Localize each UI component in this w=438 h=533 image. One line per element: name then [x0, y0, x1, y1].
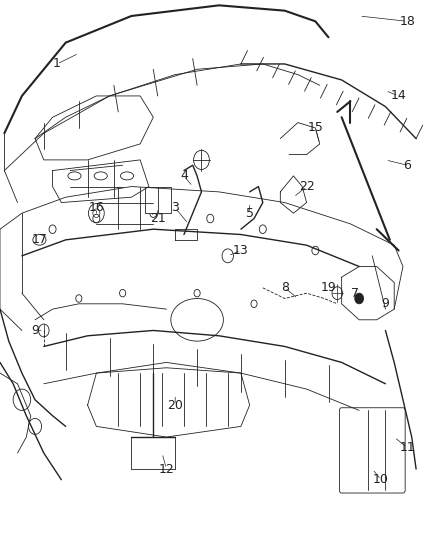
Text: 13: 13 — [233, 244, 249, 257]
Ellipse shape — [94, 172, 107, 180]
Text: 3: 3 — [171, 201, 179, 214]
Text: 20: 20 — [167, 399, 183, 411]
Text: 4: 4 — [180, 169, 188, 182]
Text: 12: 12 — [159, 463, 174, 475]
Text: 21: 21 — [150, 212, 166, 225]
Text: 8: 8 — [281, 281, 289, 294]
Text: 7: 7 — [351, 287, 359, 300]
Ellipse shape — [120, 172, 134, 180]
Circle shape — [355, 293, 364, 304]
FancyBboxPatch shape — [339, 408, 405, 493]
Text: 6: 6 — [403, 159, 411, 172]
Text: 1: 1 — [53, 58, 61, 70]
Ellipse shape — [33, 235, 46, 245]
Ellipse shape — [68, 172, 81, 180]
Text: 5: 5 — [246, 207, 254, 220]
Text: 17: 17 — [32, 233, 47, 246]
Text: 9: 9 — [381, 297, 389, 310]
Ellipse shape — [171, 298, 223, 341]
FancyBboxPatch shape — [145, 187, 171, 213]
Text: 16: 16 — [88, 201, 104, 214]
Text: 19: 19 — [321, 281, 336, 294]
Text: 22: 22 — [299, 180, 314, 193]
Text: 9: 9 — [31, 324, 39, 337]
Text: 10: 10 — [373, 473, 389, 486]
Text: 11: 11 — [399, 441, 415, 454]
Text: 18: 18 — [399, 15, 415, 28]
Text: 14: 14 — [391, 90, 406, 102]
Text: 15: 15 — [307, 122, 323, 134]
